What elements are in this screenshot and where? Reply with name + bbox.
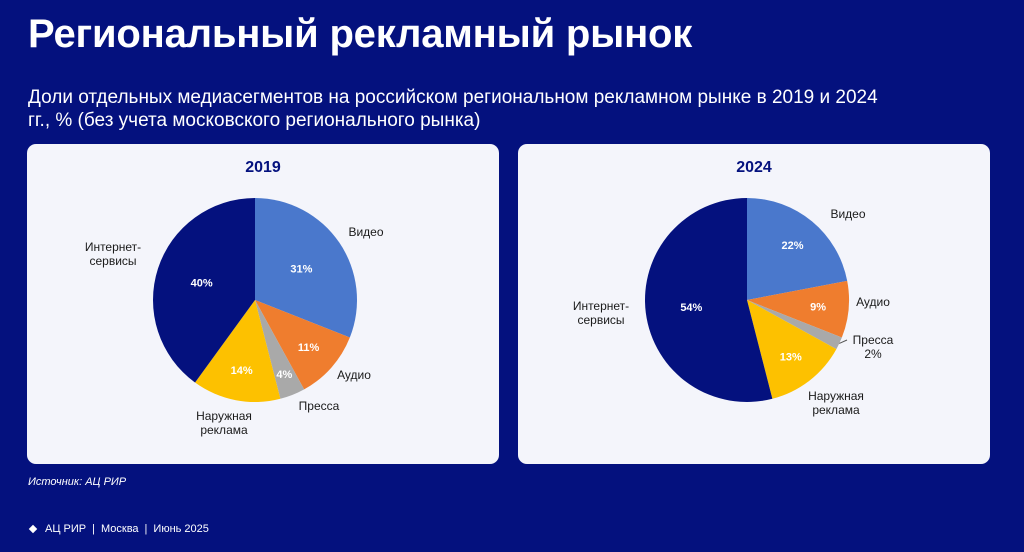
footer-city: Москва (100, 523, 139, 535)
data-label: 54% (680, 302, 702, 314)
chart-panel-2019: 2019 31% Видео 11% Аудио 4% Пресса 14% Наружная… (27, 144, 499, 464)
leader-line (839, 339, 848, 344)
diamond-icon (28, 524, 38, 534)
pie-slice (255, 300, 350, 390)
category-label: Наружная (808, 389, 864, 403)
chart-panel-2024: 2024 22% Видео 9% Аудио Пресса 2% 13% Наружная р… (518, 144, 990, 464)
pie-slice (255, 198, 357, 338)
data-label: 2% (864, 347, 882, 361)
chart-title: 2024 (736, 159, 772, 176)
data-label: 31% (290, 263, 312, 275)
pie-slice (153, 198, 255, 383)
category-label: Интернет- (85, 240, 141, 254)
category-label: Пресса (853, 333, 894, 347)
data-label: 22% (781, 240, 803, 252)
category-label: сервисы (89, 254, 136, 268)
pie-slice (747, 280, 849, 338)
category-label: реклама (812, 403, 860, 417)
data-label: 40% (191, 278, 213, 290)
category-label: реклама (200, 423, 248, 437)
data-label: 14% (231, 365, 253, 377)
pie-slice (747, 198, 848, 300)
chart-title: 2019 (245, 159, 281, 176)
category-label: Пресса (299, 399, 340, 413)
pie-slice (195, 300, 281, 402)
category-label: Аудио (337, 368, 371, 382)
footer: АЦ РИР | Москва | Июнь 2025 (28, 523, 209, 535)
footer-separator: | (92, 523, 95, 535)
pie-slice (645, 198, 773, 402)
category-label: Интернет- (573, 299, 629, 313)
footer-separator: | (144, 523, 148, 535)
category-label: Видео (830, 207, 865, 221)
data-label: 11% (298, 342, 320, 354)
category-label: Видео (348, 225, 383, 239)
footer-date: Июнь 2025 (153, 523, 209, 535)
data-label: 9% (810, 302, 826, 314)
page-subtitle: Доли отдельных медиасегментов на российс… (28, 87, 878, 131)
category-label: сервисы (577, 313, 624, 327)
source-note: Источник: АЦ РИР (28, 476, 127, 488)
page-title: Региональный рекламный рынок (28, 12, 693, 56)
data-label: 4% (276, 369, 292, 381)
pie-chart-2019: 31% Видео 11% Аудио 4% Пресса 14% Наружнаярекла… (85, 198, 384, 437)
data-label: 13% (780, 351, 802, 363)
footer-org: АЦ РИР (45, 523, 87, 535)
category-label: Наружная (196, 409, 252, 423)
category-label: Аудио (856, 295, 890, 309)
pie-slice (747, 300, 842, 350)
pie-slice (255, 300, 305, 399)
pie-slice (747, 300, 837, 399)
